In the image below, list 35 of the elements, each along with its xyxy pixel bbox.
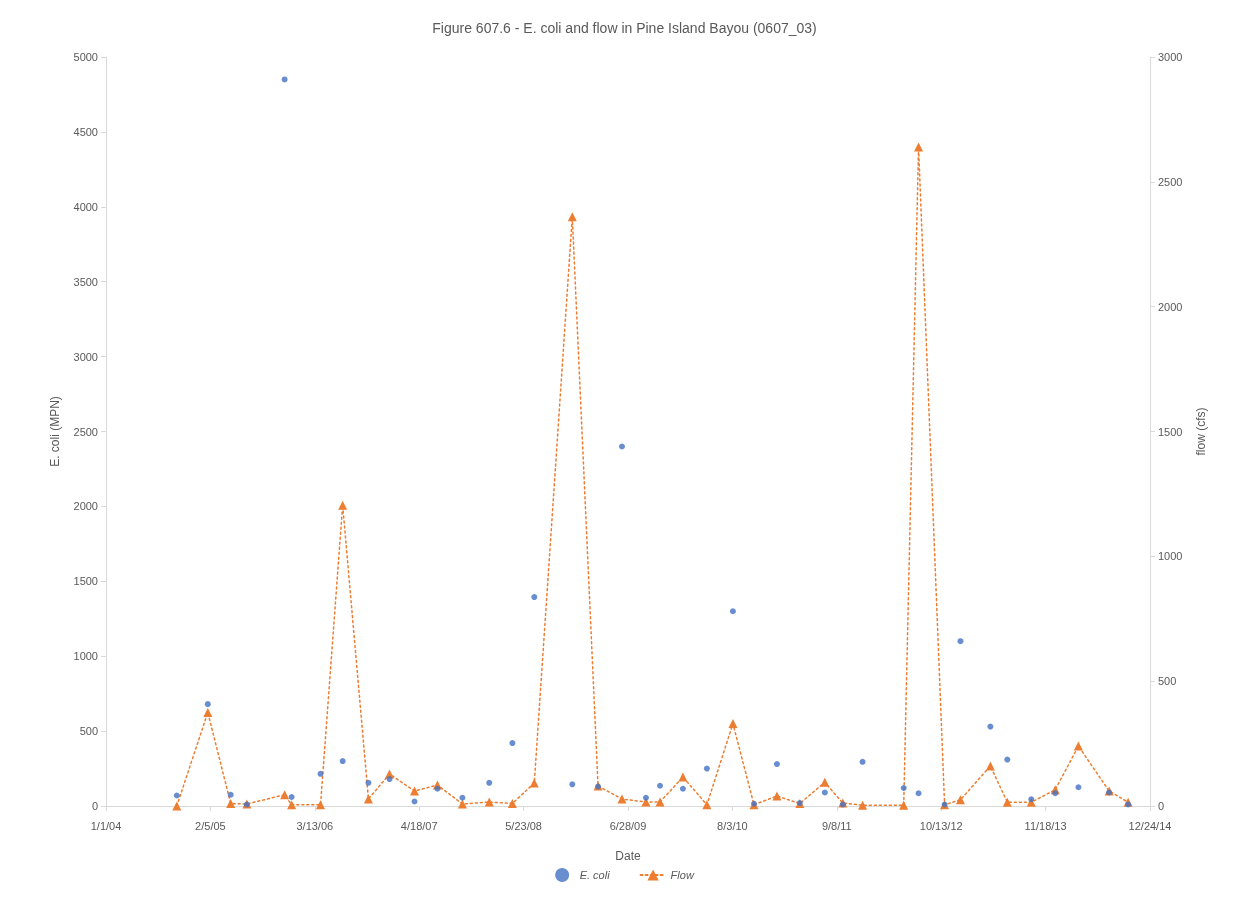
y-tick-label: 3000 xyxy=(73,350,98,363)
y2-axis-title: flow (cfs) xyxy=(1194,407,1208,456)
x-tick-label: 4/18/07 xyxy=(400,819,438,832)
legend-label: Flow xyxy=(670,869,695,881)
y-tick-label: 5000 xyxy=(73,51,98,63)
x-tick-label: 6/28/09 xyxy=(609,819,647,832)
y-tick-label: 3500 xyxy=(73,275,98,288)
y-tick-label: 0 xyxy=(91,800,98,812)
y2-tick-label: 1000 xyxy=(1158,550,1183,563)
y-tick-label: 2500 xyxy=(73,425,98,438)
y-tick-label: 2000 xyxy=(73,500,98,513)
y2-tick-label: 2000 xyxy=(1158,300,1183,313)
x-tick-label: 5/23/08 xyxy=(505,819,542,832)
x-tick-label: 12/24/14 xyxy=(1128,819,1172,832)
x-tick-label: 8/3/10 xyxy=(717,819,748,832)
x-tick-label: 1/1/04 xyxy=(90,819,122,832)
y-axis-title: E. coli (MPN) xyxy=(48,396,62,467)
x-tick-label: 3/13/06 xyxy=(296,819,334,832)
y2-tick-label: 0 xyxy=(1158,800,1165,812)
y2-tick-label: 1500 xyxy=(1158,425,1183,438)
y2-tick-label: 3000 xyxy=(1158,51,1183,63)
x-tick-label: 2/5/05 xyxy=(195,819,226,832)
chart-title: Figure 607.6 - E. coli and flow in Pine Island Bayou (0607_03) xyxy=(432,20,817,36)
x-axis-title: Date xyxy=(615,849,641,863)
x-tick-label: 10/13/12 xyxy=(919,819,963,832)
y2-tick-label: 500 xyxy=(1158,675,1177,688)
y-tick-label: 1500 xyxy=(73,575,98,588)
y-tick-label: 4000 xyxy=(73,200,98,213)
y2-tick-label: 2500 xyxy=(1158,175,1183,188)
x-tick-label: 9/8/11 xyxy=(821,819,852,832)
y-tick-label: 500 xyxy=(79,725,98,738)
x-tick-label: 11/18/13 xyxy=(1024,819,1067,832)
y-tick-label: 1000 xyxy=(73,650,98,663)
y-tick-label: 4500 xyxy=(73,125,98,138)
legend-label: E. coli xyxy=(579,869,611,881)
